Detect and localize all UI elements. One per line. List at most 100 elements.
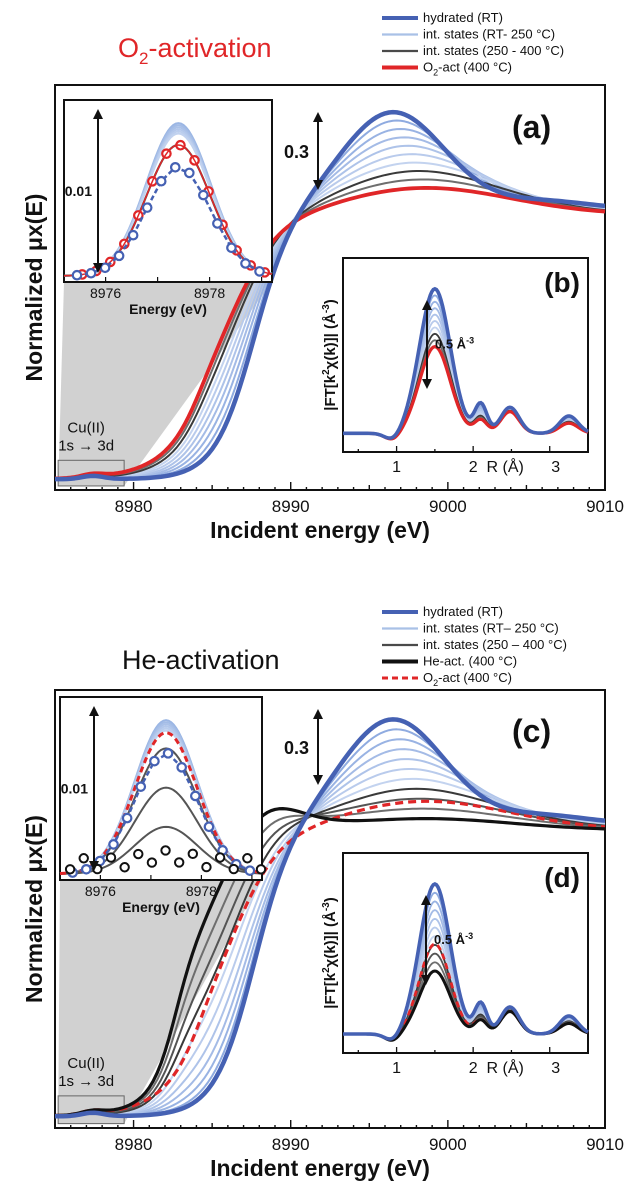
inset-hydrated-marker [108, 839, 119, 850]
legend-label: O2-act (400 °C) [423, 670, 512, 688]
ft-hydrated-line [343, 881, 589, 1041]
x-tick-label: 8980 [115, 497, 153, 516]
inset-hydrated-marker [212, 218, 223, 229]
inset-hydrated-marker [71, 269, 83, 281]
inset-he-marker [78, 853, 89, 864]
inset-he-marker [187, 848, 199, 860]
series-group [54, 717, 606, 1119]
inset-hydrated-marker [184, 167, 195, 179]
x-axis-label: Incident energy (eV) [210, 1155, 430, 1181]
inset-hydrated-marker [121, 812, 133, 824]
inset-hydrated-marker [244, 865, 256, 876]
inset-hydrated-marker [127, 229, 139, 241]
ft-x-tick-label: 1 [392, 459, 401, 476]
ft-x-tick-label: 3 [551, 459, 560, 476]
he-act-line [54, 807, 606, 1118]
inset-scale-label: 0.01 [65, 183, 92, 199]
hydrated-line [54, 717, 606, 1119]
inset-he-marker [64, 864, 76, 875]
x-axis: 8980 8990 9000 9010 [54, 1120, 624, 1154]
inset-hydrated-marker [198, 189, 209, 201]
legend: hydrated (RT) int. states (RT- 250 °C)int… [382, 10, 564, 78]
inset-ft: 1 2 3 R (Å) |FT[k2χ(k)]| (Å-3) (b) 0.5 Å-3 [321, 257, 589, 476]
preedge-label: 1s → 3d [58, 437, 114, 454]
inset-hydrated-marker [149, 755, 160, 767]
preedge-label: 1s → 3d [58, 1073, 114, 1090]
chart-bottom: He-activation hydrated (RT) int. states (R… [21, 604, 624, 1181]
x-axis-label: Incident energy (eV) [210, 517, 430, 543]
inset-x-tick-label: 8978 [186, 883, 217, 899]
inset-he-marker [242, 853, 253, 864]
ft-panel-label: (d) [544, 862, 580, 893]
legend-label: hydrated (RT) [423, 10, 503, 25]
panel-label: (a) [512, 109, 551, 145]
scale-label: 0.3 [284, 738, 309, 758]
y-axis-label: Normalized μx(E) [21, 194, 47, 382]
inset-x-tick-label: 8976 [85, 883, 116, 899]
x-axis: 8980 8990 9000 9010 [54, 482, 624, 516]
inset-hydrated-marker [85, 267, 97, 279]
preedge-label: Cu(II) [67, 1055, 105, 1072]
inset-he-marker [146, 857, 158, 868]
inset-x-label: Energy (eV) [129, 301, 207, 317]
x-tick-label: 9010 [586, 497, 624, 516]
x-tick-label: 9000 [429, 1135, 467, 1154]
x-tick-label: 9000 [429, 497, 467, 516]
inset-he-marker [201, 861, 212, 873]
inset-he-marker [173, 857, 185, 868]
inset-hydrated-marker [135, 781, 147, 792]
legend: hydrated (RT) int. states (RT– 250 °C)int… [382, 604, 567, 688]
chart-title: He-activation [122, 645, 280, 675]
inset-hydrated-marker [203, 821, 215, 833]
ft-scale-label: 0.5 Å-3 [434, 931, 473, 947]
preedge-label: Cu(II) [67, 419, 105, 436]
inset-x-label: Energy (eV) [122, 899, 200, 915]
inset-x-tick-label: 8976 [90, 285, 121, 301]
plot-frame [54, 689, 606, 1129]
ft-x-label: R (Å) [486, 1058, 523, 1077]
legend-label: He-act. (400 °C) [423, 654, 517, 669]
x-tick-label: 8990 [272, 497, 310, 516]
scale-label: 0.3 [284, 142, 309, 162]
int-state-light-line [54, 767, 606, 1118]
ft-x-tick-label: 1 [392, 1060, 401, 1077]
y-axis-label: Normalized μx(E) [21, 815, 47, 1003]
inset-hydrated-marker [190, 790, 201, 802]
int-state-light-line [54, 161, 606, 480]
legend-label: int. states (250 – 400 °C) [423, 637, 567, 652]
int-state-light-line [54, 777, 606, 1118]
inset-he-marker [255, 864, 267, 875]
ft-scale-label: 0.5 Å-3 [435, 336, 474, 352]
legend-label: int. states (RT- 250 °C) [423, 27, 555, 42]
ft-hydrated-line [343, 286, 589, 440]
legend-label: int. states (RT– 250 °C) [423, 621, 559, 636]
inset-hydrated-marker [155, 175, 167, 187]
inset-hydrated-marker [113, 250, 125, 262]
inset-hydrated-marker [141, 202, 153, 213]
inset-he-marker [105, 852, 117, 863]
legend-label: hydrated (RT) [423, 604, 503, 619]
inset-hydrated-marker [169, 162, 181, 173]
zoom-wedge [58, 282, 273, 486]
plot-frame [54, 84, 606, 491]
inset-scale-label: 0.01 [61, 781, 88, 797]
inset-ft: 1 2 3 R (Å) |FT[k2χ(k)]| (Å-3) (d) 0.5 Å-3 [321, 852, 589, 1077]
ft-panel-label: (b) [544, 267, 580, 298]
series-group [54, 109, 606, 482]
inset-hydrated-marker [99, 262, 111, 274]
x-tick-label: 9010 [586, 1135, 624, 1154]
inset-he-marker [214, 852, 226, 863]
ft-x-tick-label: 2 [469, 1060, 478, 1077]
ft-x-tick-label: 2 [469, 459, 478, 476]
o2-act-line [54, 186, 606, 481]
inset-hydrated-marker [240, 258, 251, 269]
x-tick-label: 8990 [272, 1135, 310, 1154]
zoom-wedge [58, 880, 263, 1124]
inset-he-marker [160, 845, 171, 856]
legend-label: int. states (250 - 400 °C) [423, 43, 564, 58]
inset-he-marker [228, 863, 239, 875]
inset-hydrated-marker [226, 242, 237, 254]
inset-he-marker [92, 863, 103, 875]
